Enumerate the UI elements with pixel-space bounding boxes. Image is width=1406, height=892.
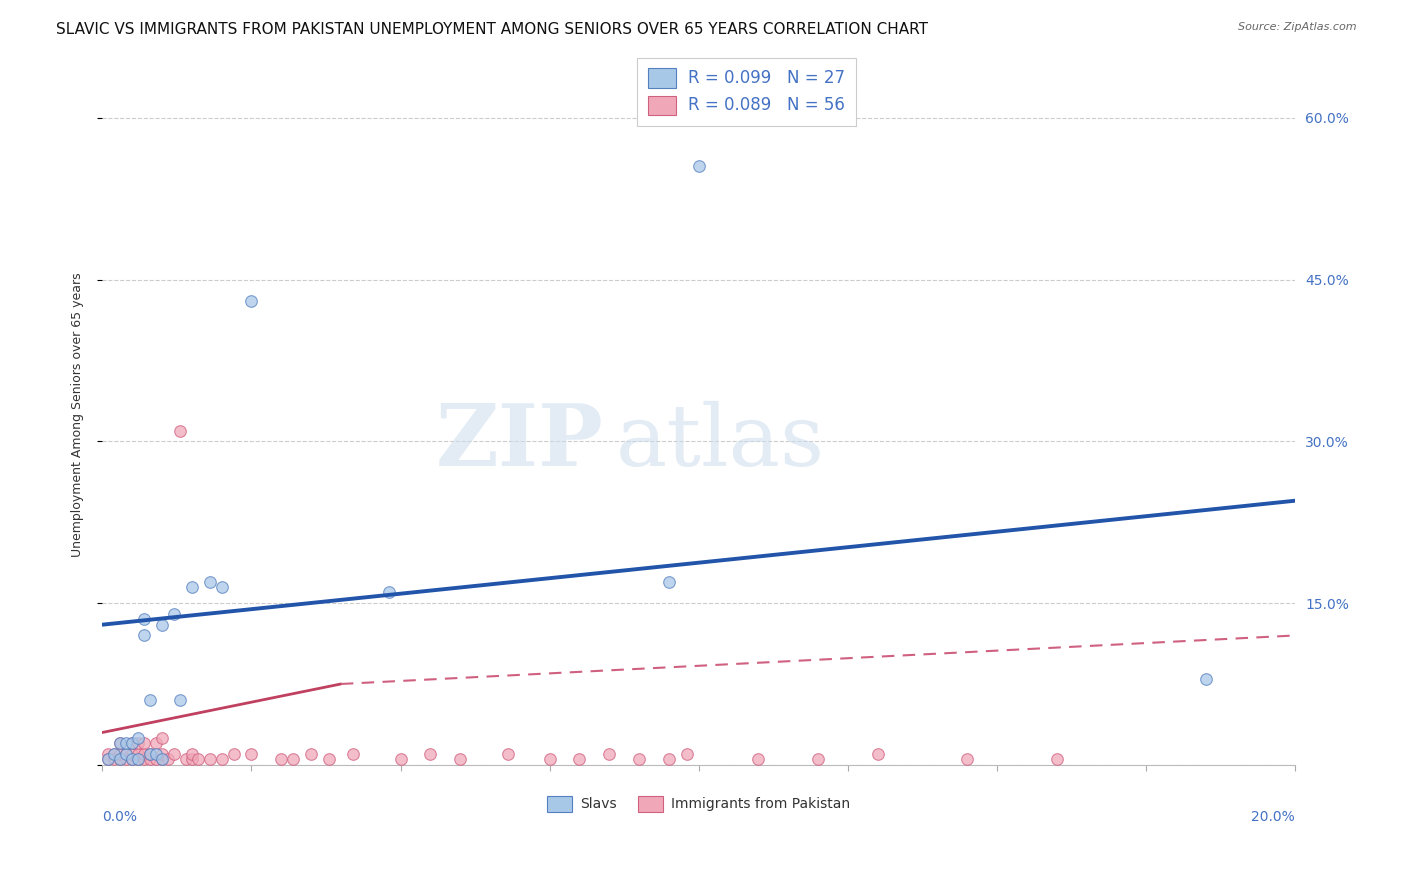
Point — [145, 752, 167, 766]
Point — [115, 747, 138, 761]
Point — [156, 752, 179, 766]
Point — [389, 752, 412, 766]
Point — [103, 752, 125, 766]
Point — [496, 747, 519, 761]
Point — [108, 747, 131, 761]
Point — [240, 294, 263, 309]
Point — [145, 747, 167, 761]
Point — [132, 747, 155, 761]
Point — [568, 752, 591, 766]
Point — [108, 736, 131, 750]
Point — [108, 736, 131, 750]
Point — [180, 747, 202, 761]
Point — [658, 752, 681, 766]
Point — [222, 747, 245, 761]
Point — [115, 747, 138, 761]
Point — [807, 752, 830, 766]
Point — [108, 752, 131, 766]
Point — [180, 580, 202, 594]
Point — [97, 752, 120, 766]
Point — [121, 736, 143, 750]
Point — [121, 736, 143, 750]
Point — [121, 752, 143, 766]
Point — [270, 752, 292, 766]
Text: Source: ZipAtlas.com: Source: ZipAtlas.com — [1239, 22, 1357, 32]
Point — [187, 752, 209, 766]
Point — [956, 752, 979, 766]
Point — [163, 747, 186, 761]
Point — [180, 752, 202, 766]
Point — [538, 752, 561, 766]
Point — [150, 617, 173, 632]
Point — [150, 747, 173, 761]
Point — [377, 585, 399, 599]
Point — [198, 574, 221, 589]
Point — [449, 752, 471, 766]
Point — [866, 747, 889, 761]
Point — [747, 752, 769, 766]
Point — [1046, 752, 1069, 766]
Point — [598, 747, 620, 761]
Point — [145, 736, 167, 750]
Point — [163, 607, 186, 621]
Point — [127, 747, 149, 761]
Point — [198, 752, 221, 766]
Point — [121, 752, 143, 766]
Point — [1195, 672, 1218, 686]
Point — [97, 752, 120, 766]
Point — [419, 747, 441, 761]
Point — [103, 747, 125, 761]
Point — [675, 747, 697, 761]
Point — [127, 752, 149, 766]
Legend: Slavs, Immigrants from Pakistan: Slavs, Immigrants from Pakistan — [541, 790, 856, 817]
Point — [211, 752, 233, 766]
Point — [174, 752, 197, 766]
Point — [132, 736, 155, 750]
Point — [688, 160, 710, 174]
Point — [97, 747, 120, 761]
Point — [169, 693, 191, 707]
Point — [132, 628, 155, 642]
Point — [108, 752, 131, 766]
Text: ZIP: ZIP — [436, 401, 603, 484]
Point — [628, 752, 651, 766]
Point — [127, 736, 149, 750]
Point — [115, 736, 138, 750]
Point — [132, 612, 155, 626]
Point — [127, 752, 149, 766]
Text: 0.0%: 0.0% — [103, 811, 138, 824]
Point — [115, 752, 138, 766]
Point — [342, 747, 364, 761]
Point — [103, 747, 125, 761]
Point — [121, 747, 143, 761]
Point — [150, 752, 173, 766]
Point — [318, 752, 340, 766]
Point — [139, 752, 162, 766]
Y-axis label: Unemployment Among Seniors over 65 years: Unemployment Among Seniors over 65 years — [72, 272, 84, 557]
Point — [139, 693, 162, 707]
Point — [132, 752, 155, 766]
Point — [150, 752, 173, 766]
Point — [283, 752, 305, 766]
Point — [240, 747, 263, 761]
Text: SLAVIC VS IMMIGRANTS FROM PAKISTAN UNEMPLOYMENT AMONG SENIORS OVER 65 YEARS CORR: SLAVIC VS IMMIGRANTS FROM PAKISTAN UNEMP… — [56, 22, 928, 37]
Point — [658, 574, 681, 589]
Point — [139, 747, 162, 761]
Text: 20.0%: 20.0% — [1251, 811, 1295, 824]
Point — [139, 747, 162, 761]
Point — [211, 580, 233, 594]
Point — [127, 731, 149, 745]
Point — [150, 731, 173, 745]
Point — [299, 747, 322, 761]
Text: atlas: atlas — [616, 401, 824, 484]
Point — [169, 424, 191, 438]
